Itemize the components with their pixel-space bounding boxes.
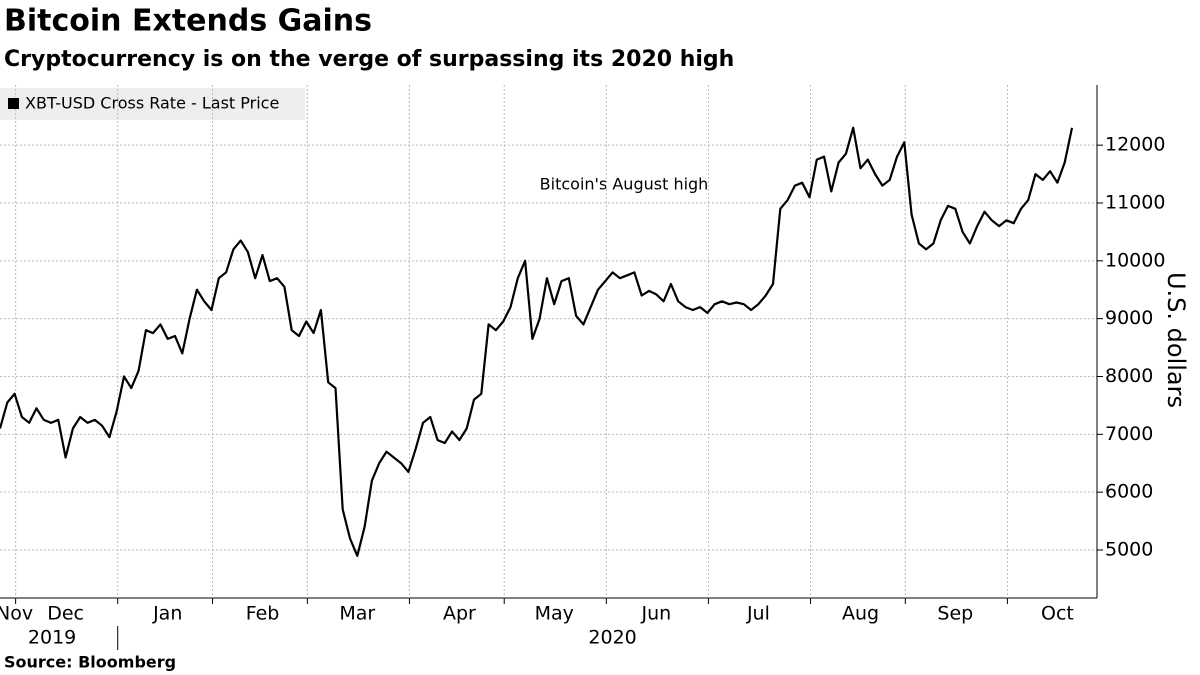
price-line [0,126,1074,557]
y-tick-label: 8000 [1105,365,1153,387]
x-tick-label: Jan [152,603,182,625]
y-tick-label: 7000 [1105,423,1153,445]
x-tick-label: Mar [339,603,375,625]
y-tick-label: 12000 [1105,134,1165,156]
legend-box [0,88,305,120]
source: Source: Bloomberg [4,653,176,672]
legend-swatch [8,98,19,109]
legend-label: XBT-USD Cross Rate - Last Price [25,94,279,113]
chart-title: Bitcoin Extends Gains [4,4,372,39]
x-tick-label: Apr [443,603,476,625]
year-label: 2020 [588,627,636,649]
y-tick-label: 5000 [1105,538,1153,560]
x-tick-label: Nov [0,603,33,625]
year-label: 2019 [28,627,76,649]
x-tick-label: Oct [1041,603,1074,625]
x-tick-label: Jun [640,603,671,625]
y-tick-label: 10000 [1105,249,1165,271]
x-tick-label: Dec [47,603,84,625]
y-tick-label: 9000 [1105,307,1153,329]
x-tick-label: Sep [937,603,973,625]
x-tick-label: May [535,603,574,625]
y-tick-label: 6000 [1105,481,1153,503]
chart-subtitle: Cryptocurrency is on the verge of surpas… [4,47,734,72]
x-tick-label: Feb [246,603,280,625]
y-tick-label: 11000 [1105,191,1165,213]
annotation: Bitcoin's August high [540,175,709,194]
x-tick-label: Aug [842,603,879,625]
y-axis-label: U.S. dollars [1162,272,1190,408]
x-tick-label: Jul [746,603,770,625]
